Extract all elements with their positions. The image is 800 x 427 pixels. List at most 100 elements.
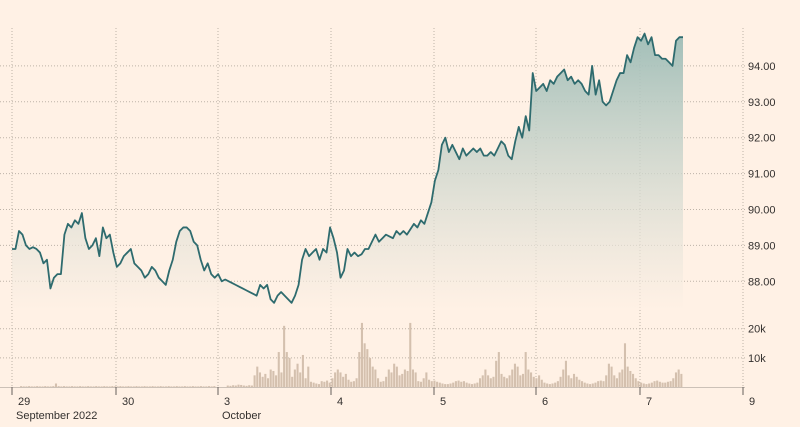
volume-bar: [277, 352, 280, 387]
x-tick-label: 6: [542, 396, 548, 408]
volume-bar: [232, 385, 235, 387]
x-month-label: October: [222, 410, 261, 422]
volume-bar: [119, 386, 122, 387]
volume-bar: [320, 381, 323, 387]
volume-bar: [368, 357, 372, 387]
volume-bar: [508, 375, 511, 387]
volume-bar: [181, 386, 184, 387]
volume-bar: [578, 379, 581, 387]
volume-bar: [489, 378, 492, 387]
volume-bar: [44, 386, 47, 387]
volume-bar: [71, 386, 74, 387]
volume-bar: [360, 322, 363, 387]
volume-bar: [285, 352, 288, 387]
volume-bar: [296, 363, 299, 387]
volume-bar: [666, 381, 669, 387]
volume-bar: [253, 375, 256, 387]
volume-bar: [548, 384, 551, 387]
volume-bar: [366, 349, 369, 387]
volume-bar: [288, 357, 291, 387]
volume-bar: [46, 386, 49, 387]
volume-bar: [140, 386, 143, 387]
volume-bar: [559, 376, 562, 387]
volume-bar: [92, 386, 95, 387]
volume-bar: [194, 386, 197, 387]
volume-bar: [444, 384, 447, 387]
volume-bar: [575, 376, 578, 387]
volume-bar: [411, 369, 414, 387]
volume-bar: [315, 383, 318, 387]
volume-bar: [250, 385, 253, 387]
volume-bar: [484, 369, 487, 387]
volume-tick-label: 10k: [748, 353, 766, 365]
volume-bar: [602, 381, 605, 387]
volume-bar: [355, 378, 358, 387]
volume-bar: [173, 386, 176, 387]
volume-bar: [248, 385, 251, 387]
volume-bar: [487, 375, 490, 387]
volume-bars: [20, 322, 683, 387]
volume-bar: [390, 372, 393, 387]
volume-bar: [465, 382, 468, 387]
volume-bar: [395, 366, 398, 387]
volume-bar: [473, 383, 476, 387]
volume-bar: [530, 372, 533, 387]
volume-bar: [441, 383, 444, 387]
volume-bar: [674, 372, 678, 387]
volume-bar: [385, 376, 388, 387]
volume-bar: [33, 386, 36, 387]
volume-bar: [398, 375, 401, 387]
volume-bar: [417, 381, 420, 387]
volume-bar: [476, 382, 479, 387]
price-tick-label: 88.00: [748, 276, 776, 288]
volume-bar: [352, 381, 355, 387]
volume-bar: [103, 386, 106, 387]
volume-bar: [677, 369, 680, 387]
volume-bar: [266, 378, 270, 387]
volume-bar: [500, 373, 503, 387]
volume-bar: [468, 383, 471, 387]
volume-bar: [186, 386, 189, 387]
volume-bar: [640, 382, 643, 387]
volume-bar: [130, 386, 133, 387]
volume-bar: [52, 386, 55, 387]
volume-bar: [449, 383, 452, 387]
price-tick-label: 94.00: [748, 61, 776, 73]
volume-bar: [258, 372, 262, 387]
volume-bar: [299, 372, 302, 387]
volume-bar: [151, 386, 154, 387]
volume-bar: [414, 372, 417, 387]
volume-bar: [229, 385, 232, 387]
volume-bar: [57, 386, 60, 387]
volume-bar: [664, 382, 667, 387]
volume-bar: [629, 370, 632, 387]
volume-bar: [344, 373, 347, 387]
volume-bar: [454, 381, 457, 387]
volume-bar: [436, 381, 439, 387]
volume-bar: [116, 386, 119, 387]
volume-bar: [446, 384, 449, 387]
volume-bar: [610, 366, 613, 387]
price-line: [12, 32, 683, 304]
volume-bar: [406, 370, 409, 387]
volume-bar: [178, 386, 181, 387]
volume-bar: [551, 383, 554, 387]
volume-bar: [519, 375, 522, 387]
volume-bar: [65, 386, 68, 387]
price-tick-label: 90.00: [748, 204, 776, 216]
volume-bar: [183, 386, 186, 387]
volume-bar: [49, 386, 52, 387]
volume-bar: [513, 363, 516, 387]
x-tick-label: 29: [18, 396, 30, 408]
volume-bar: [457, 380, 460, 387]
volume-bar: [307, 366, 310, 387]
volume-bar: [382, 381, 385, 387]
volume-bar: [148, 386, 151, 387]
volume-bar: [661, 382, 664, 387]
volume-bar: [535, 378, 538, 387]
volume-bar: [317, 384, 321, 387]
volume-bar: [207, 386, 211, 387]
volume-bar: [54, 383, 58, 387]
volume-bar: [81, 386, 84, 387]
volume-bar: [132, 386, 135, 387]
